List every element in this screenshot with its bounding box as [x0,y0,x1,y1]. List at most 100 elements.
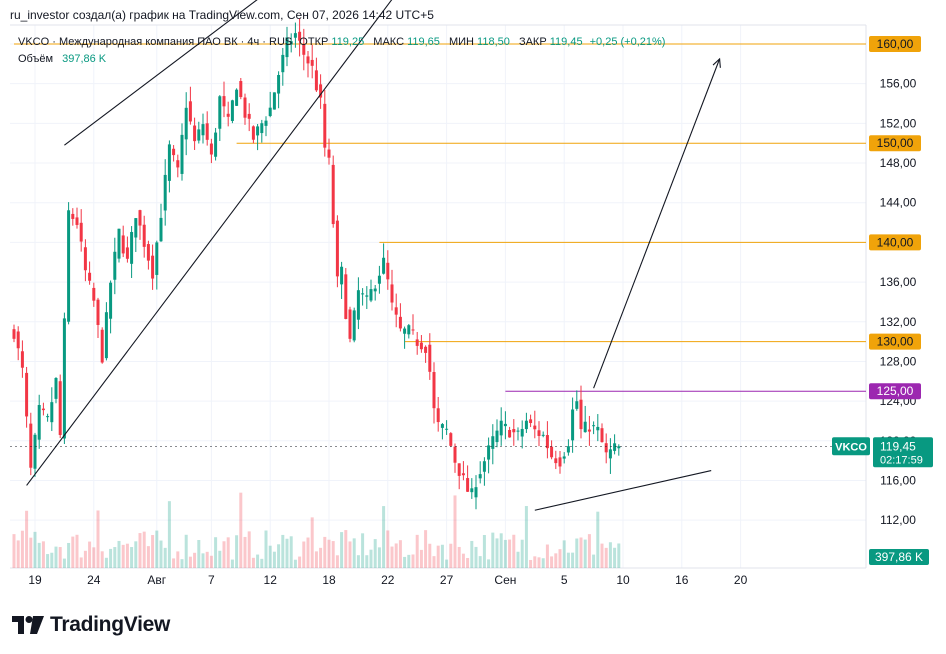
candle-body [377,275,381,284]
trendline [64,0,258,146]
volume-bar [184,534,188,568]
volume-bar [487,559,491,568]
time-tick-label: 5 [561,573,568,587]
volume-bar [361,533,365,568]
candle-body [113,251,117,280]
volume-bar [541,558,545,568]
volume-bar [16,540,20,568]
volume-bar [491,532,495,568]
legend-open-label: ОТКР [299,36,328,48]
price-chart[interactable]: 112,00116,00120,00124,00128,00132,00136,… [0,0,946,600]
candle-body [344,274,348,319]
volume-bar [302,541,306,568]
candle-body [537,430,541,436]
volume-bar [352,538,356,568]
volume-bar [566,552,570,568]
volume-bar [62,558,66,568]
symbol-badge [832,437,870,456]
candle-body [92,287,96,301]
candle-body [104,312,108,359]
candle-body [554,458,558,464]
volume-bar [604,547,608,568]
level-badge-label: 130,00 [877,335,914,349]
candle-body [327,149,331,158]
candle-body [529,419,533,424]
candle-body [415,339,419,346]
volume-bar [440,544,444,568]
volume-bar [41,541,45,568]
candle-body [188,101,192,122]
time-tick-label: Авг [147,573,166,587]
candle-body [163,174,167,211]
candle-body [20,351,24,368]
axis-badges: 160,00 150,00 140,00 130,00 125,00 VKCO 119,45… [832,36,933,565]
volume-bar [377,547,381,568]
level-badge [869,36,921,52]
level-badge-label: 160,00 [877,37,914,51]
candle-body [239,81,243,98]
volume-bar [306,537,310,568]
level-badge-label: 150,00 [877,136,914,150]
candle-body [470,488,474,493]
candle-body [382,257,386,274]
volume-bar [209,555,213,568]
volume-bar [251,557,255,568]
volume-bar [545,544,549,568]
volume-bar [239,492,243,568]
legend-symbol: VKCO · Международная компания ПАО ВК · 4… [18,36,292,48]
tradingview-logo[interactable]: TradingView [12,612,170,638]
level-badge-label: 125,00 [877,384,914,398]
volume-bar [470,540,474,568]
candle-body [373,288,377,292]
candle-body [600,428,604,443]
time-tick-label: 19 [28,573,42,587]
candle-body [251,126,255,140]
candle-body [604,443,608,453]
candle-body [201,124,205,136]
candle-body [247,113,251,119]
volume-bar [461,553,465,568]
candle-body [310,59,314,66]
candle-body [209,143,213,155]
candle-body [184,107,188,140]
candle-body [293,33,297,38]
candle-body [243,97,247,118]
volume-bar [222,541,226,568]
volume-bar [193,552,197,568]
candle-body [256,126,260,136]
arrow-head [712,57,721,68]
legend: VKCO · Международная компания ПАО ВК · 4… [18,36,665,65]
volume-bar [83,550,87,568]
volume-bar [20,530,24,568]
volume-bar [314,551,318,568]
volume-bar [268,545,272,568]
candle-body [340,266,344,285]
candle-body [79,222,83,242]
candle-body [453,446,457,463]
volume-bar [151,535,155,568]
volume-bar [188,556,192,568]
candle-body [205,123,209,140]
volume-bar [369,549,373,568]
volume-bar [159,540,163,568]
candle-body [50,402,54,423]
legend-close-label: ЗАКР [519,36,547,48]
candle-body [323,103,327,148]
volume-bar [197,540,201,568]
candle-body [608,449,612,459]
candle-body [222,96,226,107]
candle-body [398,316,402,329]
candle-body [449,433,453,446]
candle-body [566,446,570,453]
legend-open-value: 119,25 [331,36,364,48]
volume-bar [529,559,533,568]
candle-body [478,474,482,479]
svg-text:Объём 397,86 K: Объём 397,86 K [18,53,107,65]
svg-text:VKCO · Международная компания: VKCO · Международная компания ПАО ВК · 4… [18,36,665,48]
volume-bar [226,537,230,568]
volume-bar [117,540,121,568]
volume-bar [142,531,146,568]
volume-bar [37,542,41,568]
volume-bar [600,543,604,568]
candle-body [226,113,230,117]
